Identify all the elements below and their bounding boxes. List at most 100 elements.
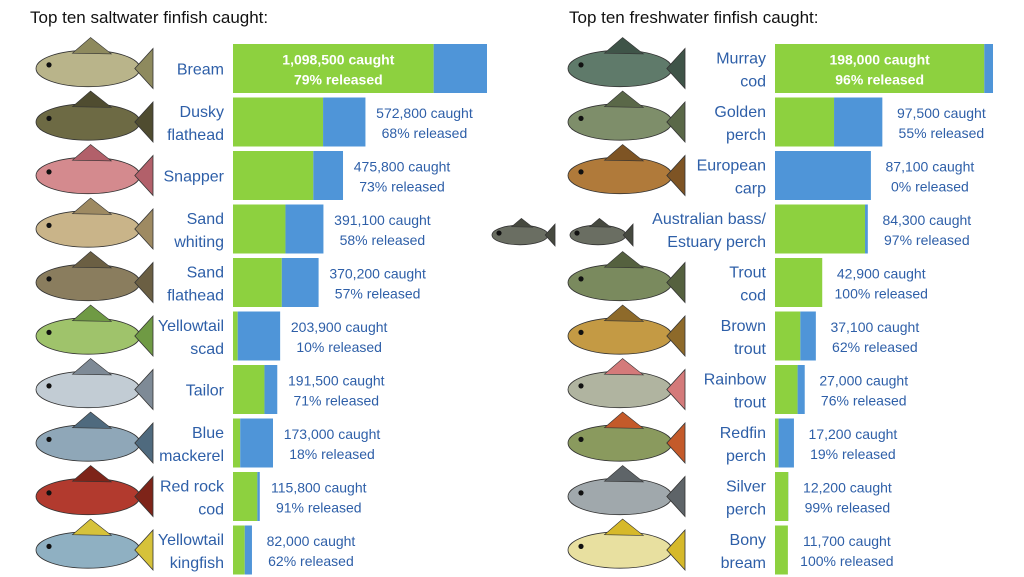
fish-eye [578,62,583,67]
fish-fin [604,305,643,321]
fish-tail [667,369,685,409]
fish-illustration [36,359,153,410]
bar-kept [800,312,816,361]
fish-tail [667,423,685,463]
bar-released [233,526,245,575]
species-label: Australian bass/ [652,211,766,228]
caught-label: 37,100 caught [830,319,919,335]
bar-kept [798,365,805,414]
bar-kept [865,205,868,254]
fish-body [36,104,140,140]
fish-fin [604,519,643,535]
caught-label: 11,700 caught [803,533,891,549]
bar-released [775,365,798,414]
bar-released [233,312,238,361]
species-label: trout [734,395,767,412]
fish-eye [578,169,583,174]
fish-fin [72,145,111,161]
bar-kept [240,419,273,468]
species-label: Silver [726,479,767,496]
fish-eye [46,223,51,228]
fish-tail [135,262,153,302]
fish-illustration [568,145,685,196]
bar-kept [984,44,993,93]
fish-fin [72,519,111,535]
fish-illustration [36,38,153,89]
fish-body [36,264,140,300]
fish-eye [578,276,583,281]
caught-label: 370,200 caught [329,266,426,282]
fish-body [568,371,672,407]
fish-body [568,157,672,193]
species-label: Tailor [186,383,225,400]
species-label: perch [726,448,766,465]
species-label: European [697,158,766,175]
species-label: Golden [714,104,766,121]
fish-fin [604,252,643,268]
bar-kept [775,151,871,200]
fish-body [36,211,140,247]
fish-tail [135,48,153,88]
bar-kept [834,98,882,147]
fish-eye [578,490,583,495]
species-label: Bream [177,62,224,79]
bar-kept [257,472,259,521]
fish-eye [578,383,583,388]
released-label: 79% released [294,72,383,88]
fish-eye [578,437,583,442]
fish-illustration [36,466,153,517]
species-label: Yellowtail [158,318,224,335]
fish-illustration [492,218,633,245]
species-label: mackerel [159,448,224,465]
bar-kept [313,151,343,200]
caught-label: 203,900 caught [291,319,388,335]
caught-label: 173,000 caught [284,426,381,442]
fish-tail [667,155,685,195]
fish-fin [72,466,111,482]
fish-body [568,50,672,86]
fish-illustration [568,359,685,410]
bar-released [775,98,834,147]
fish-tail [135,369,153,409]
released-label: 55% released [899,125,985,141]
fish-fin [604,91,643,107]
fish-tail [667,476,685,516]
species-label: whiting [173,234,224,251]
species-label: kingfish [170,555,224,572]
fish-tail [135,530,153,570]
fish-illustration [568,305,685,356]
fish-tail [667,316,685,356]
bar-released [233,419,240,468]
caught-label: 84,300 caught [882,212,971,228]
caught-label: 198,000 caught [829,52,930,68]
fish-eye [46,330,51,335]
caught-label: 115,800 caught [271,480,367,496]
species-label: cod [740,74,766,91]
fish-illustration [568,91,685,142]
fish-fin [72,91,111,107]
fish-fin [590,218,611,227]
species-label: cod [740,288,766,305]
released-label: 57% released [335,286,421,302]
caught-label: 17,200 caught [809,426,898,442]
caught-label: 572,800 caught [376,105,473,121]
fish-fin [604,38,643,54]
released-label: 10% released [296,339,382,355]
species-label: flathead [167,127,224,144]
fish-tail [135,423,153,463]
fish-tail [667,262,685,302]
bar-released [775,312,800,361]
bar-kept [285,205,323,254]
released-label: 91% released [276,500,362,516]
species-label: Brown [721,318,766,335]
fish-fin [604,145,643,161]
fish-eye [578,116,583,121]
fish-body [36,50,140,86]
fish-fin [604,359,643,375]
fish-body [36,532,140,568]
bar-kept [238,312,280,361]
fish-body [36,157,140,193]
released-label: 97% released [884,232,970,248]
fish-fin [512,218,533,227]
bar-kept [323,98,365,147]
